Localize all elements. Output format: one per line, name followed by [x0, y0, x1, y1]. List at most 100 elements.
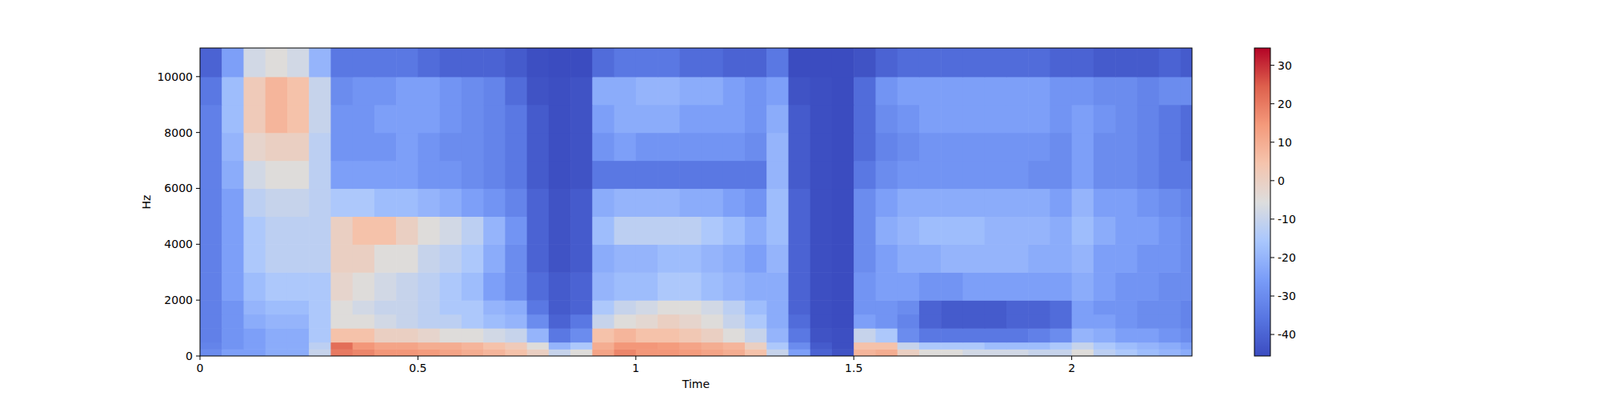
cell: [396, 132, 419, 162]
cell: [1006, 160, 1029, 190]
cell: [374, 314, 397, 329]
cell: [940, 328, 964, 343]
colorbar-tick: [1270, 141, 1275, 143]
cell: [308, 76, 332, 106]
cell: [1072, 48, 1095, 77]
cell: [766, 188, 789, 217]
cell: [810, 76, 833, 106]
cell: [1049, 272, 1072, 301]
y-tick: [196, 188, 200, 189]
cell: [1072, 300, 1095, 315]
cell: [330, 272, 353, 301]
cell: [221, 328, 244, 343]
cell: [440, 328, 463, 343]
cell: [287, 314, 310, 329]
cell: [308, 300, 332, 315]
cell: [788, 314, 812, 329]
cell: [810, 104, 833, 134]
cell: [701, 160, 724, 190]
cell: [810, 314, 833, 329]
cell: [352, 272, 376, 301]
cell: [461, 132, 484, 162]
cell: [853, 328, 876, 343]
cell: [679, 188, 702, 217]
cell: [352, 216, 376, 245]
cell: [396, 244, 419, 273]
cell: [570, 348, 593, 356]
cell: [1180, 48, 1192, 77]
cell: [1159, 342, 1182, 350]
cell: [504, 216, 528, 245]
cell: [897, 300, 920, 315]
y-tick: [196, 132, 200, 133]
cell: [1115, 348, 1138, 356]
cell: [636, 244, 659, 273]
cell: [548, 348, 572, 356]
cell: [1006, 244, 1029, 273]
cell: [657, 76, 680, 106]
cell: [984, 188, 1008, 217]
cell: [766, 48, 789, 77]
cell: [440, 104, 463, 134]
cell: [897, 272, 920, 301]
cell: [548, 314, 572, 329]
cell: [1093, 314, 1116, 329]
cell: [1180, 188, 1192, 217]
cell: [1159, 132, 1182, 162]
cell: [984, 160, 1008, 190]
cell: [548, 104, 572, 134]
cell: [440, 348, 463, 356]
cell: [265, 104, 288, 134]
cell: [527, 314, 550, 329]
cell: [744, 216, 768, 245]
cell: [657, 132, 680, 162]
cell: [1136, 104, 1160, 134]
cell: [657, 342, 680, 350]
cell: [744, 132, 768, 162]
cell: [483, 300, 506, 315]
cell: [200, 272, 223, 301]
cell: [1159, 314, 1182, 329]
cell: [265, 314, 288, 329]
cell: [330, 300, 353, 315]
cell: [614, 132, 637, 162]
cell: [766, 244, 789, 273]
cell: [1049, 216, 1072, 245]
cell: [897, 76, 920, 106]
cell: [657, 272, 680, 301]
cell: [1006, 314, 1029, 329]
cell: [832, 216, 855, 245]
cell: [1159, 76, 1182, 106]
cell: [744, 104, 768, 134]
cell: [374, 48, 397, 77]
cell: [592, 348, 615, 356]
cell: [1159, 244, 1182, 273]
cell: [679, 244, 702, 273]
cell: [766, 160, 789, 190]
cell: [984, 314, 1008, 329]
cell: [504, 342, 528, 350]
cell: [200, 188, 223, 217]
cell: [832, 76, 855, 106]
cell: [308, 314, 332, 329]
cell: [570, 48, 593, 77]
y-tick: [196, 300, 200, 301]
cell: [723, 76, 746, 106]
cell: [1115, 216, 1138, 245]
cell: [440, 76, 463, 106]
cell: [417, 48, 440, 77]
cell: [483, 216, 506, 245]
cell: [330, 188, 353, 217]
x-tick-label: 1: [632, 361, 640, 375]
cell: [200, 132, 223, 162]
cell: [1159, 328, 1182, 343]
cell: [1049, 188, 1072, 217]
cell: [962, 348, 985, 356]
cell: [243, 104, 266, 134]
cell: [657, 244, 680, 273]
cell: [1049, 348, 1072, 356]
cell: [265, 76, 288, 106]
cell: [504, 160, 528, 190]
colorbar-tick: [1270, 256, 1275, 258]
cell: [440, 160, 463, 190]
